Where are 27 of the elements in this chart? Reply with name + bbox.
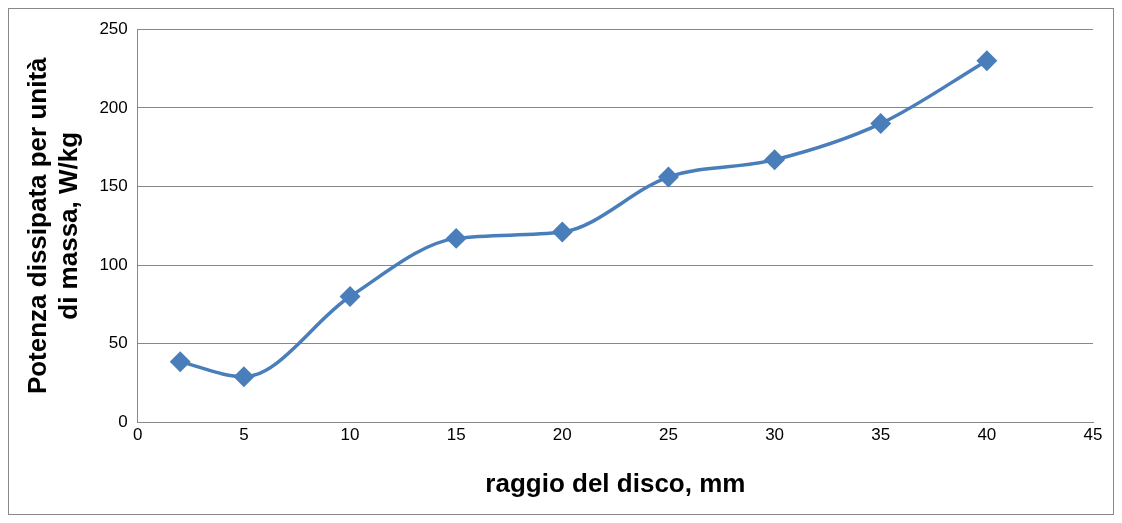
x-tick-label: 5 (239, 425, 249, 445)
y-tick-label: 50 (108, 333, 128, 353)
x-tick-label: 30 (765, 425, 785, 445)
point (658, 167, 679, 187)
point (234, 367, 254, 387)
x-tick-label: 45 (1083, 425, 1103, 445)
point (977, 50, 997, 71)
y-tick-label: 0 (118, 412, 128, 432)
point (340, 286, 360, 307)
point (552, 222, 573, 242)
point (764, 149, 785, 170)
y-tick-label: 100 (99, 254, 128, 274)
y-tick-label: 200 (99, 97, 128, 117)
y-axis-title: Potenza dissipata per unità di massa, W/kg (21, 56, 83, 395)
y-tick-label: 250 (99, 18, 128, 38)
x-tick-label: 10 (340, 425, 360, 445)
x-tick-label: 20 (552, 425, 572, 445)
x-axis-title: raggio del disco, mm (485, 467, 746, 498)
x-tick-label: 40 (977, 425, 997, 445)
point (446, 228, 466, 249)
point (170, 352, 190, 372)
x-tick-label: 25 (658, 425, 678, 445)
y-tick-label: 150 (99, 176, 128, 196)
x-tick-label: 15 (446, 425, 466, 445)
x-tick-label: 35 (871, 425, 891, 445)
point (870, 113, 891, 134)
x-tick-label: 0 (133, 425, 143, 445)
